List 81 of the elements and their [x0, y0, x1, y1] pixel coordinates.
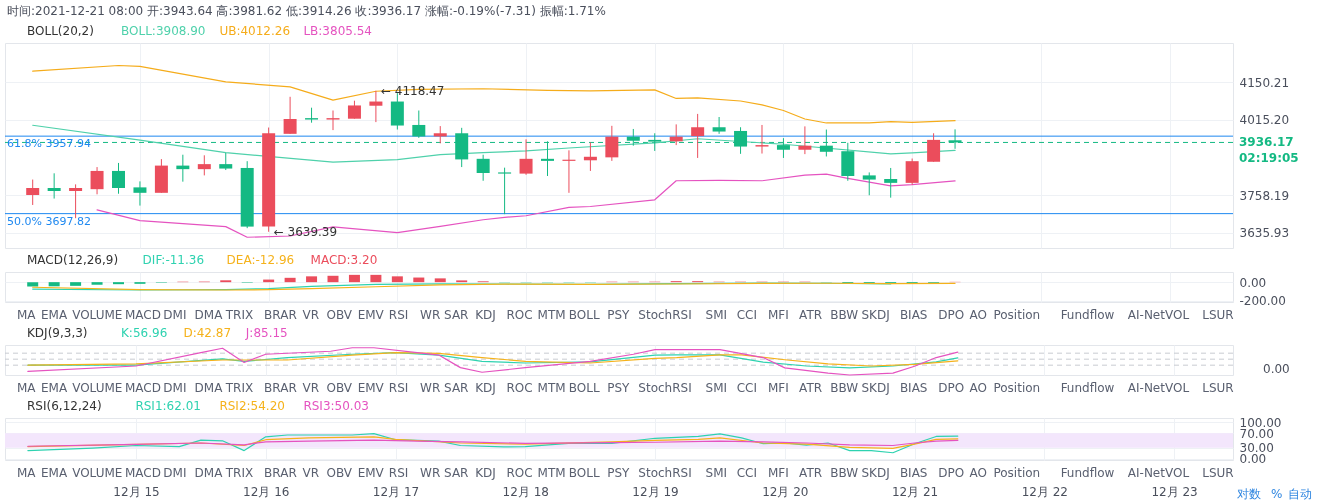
y-tick-label: 3758.19	[1239, 188, 1290, 203]
x-tick-label: 12月 21	[891, 484, 939, 499]
candlestick	[691, 113, 705, 159]
candlestick	[90, 166, 104, 195]
candlestick	[412, 110, 426, 139]
text: UB:4012.26	[219, 24, 291, 38]
candlestick	[133, 180, 147, 207]
text: 自动	[1288, 487, 1313, 501]
bar	[434, 278, 446, 283]
candlestick	[197, 154, 211, 176]
candlestick	[26, 179, 40, 206]
candlestick	[712, 116, 726, 135]
candlestick	[369, 90, 383, 123]
text: MA EMA VOLUME MACD DMI DMA TRIX BRAR VR OBV EMV RSI WR SAR KDJ ROC MTM BOLL PSY StochRSI SMI CCI MFI ATR BBW SKDJ BIAS DPO AO Position Fundflow AI-NetVOL LSUR	[17, 381, 1234, 395]
bar	[27, 282, 39, 287]
text: MA EMA VOLUME MACD DMI DMA TRIX BRAR VR OBV EMV RSI WR SAR KDJ ROC MTM BOLL PSY StochRSI SMI CCI MFI ATR BBW SKDJ BIAS DPO AO Position Fundflow AI-NetVOL LSUR	[17, 466, 1234, 480]
x-tick-label: 12月 19	[632, 484, 679, 499]
bar	[91, 282, 103, 285]
x-tick-label: 12月 16	[243, 484, 290, 499]
x-tick-label: 12月 22	[1021, 484, 1068, 499]
candlestick	[283, 96, 297, 135]
y-tick-label: 0.00	[1239, 452, 1267, 467]
candlestick	[326, 110, 340, 131]
x-tick-label: 12月 23	[1151, 484, 1198, 499]
chart-title: 时间:2021-12-21 08:00 开:3943.64 高:3981.62 低:3914.26 收:3936.17 涨幅:-0.19%(-7.31) 振幅:1.71%	[7, 4, 606, 18]
candlestick	[112, 162, 125, 195]
bar	[48, 282, 60, 287]
legend-title: MACD(12,26,9)	[27, 253, 119, 267]
text: 对数	[1237, 487, 1261, 501]
line-series	[96, 173, 956, 238]
candlestick	[862, 171, 876, 196]
series-label: DEA:-12.96	[226, 253, 295, 267]
bar	[113, 282, 124, 285]
candlestick	[47, 172, 61, 200]
text: MA EMA VOLUME MACD DMI DMA TRIX BRAR VR OBV EMV RSI WR SAR KDJ ROC MTM BOLL PSY StochRSI SMI CCI MFI ATR BBW SKDJ BIAS DPO AO Position Fundflow AI-NetVOL LSUR	[17, 308, 1234, 322]
series-label: K:56.96	[121, 326, 168, 340]
bar	[327, 275, 339, 283]
candlestick	[905, 158, 919, 186]
candlestick	[605, 125, 619, 162]
series-label: D:42.87	[183, 326, 232, 340]
candlestick	[347, 100, 361, 120]
series-label: J:85.15	[244, 326, 288, 340]
legend-title: RSI(6,12,24)	[27, 399, 102, 413]
candlestick	[884, 167, 898, 199]
ref-line-label: 61.8% 3957.94	[7, 137, 91, 151]
candlestick	[798, 125, 812, 155]
bar	[284, 277, 296, 283]
x-tick-label: 12月 15	[113, 484, 160, 499]
series-label: MACD:3.20	[310, 253, 378, 267]
bar	[70, 282, 82, 286]
candlestick	[755, 124, 769, 155]
y-tick-label: -200.00	[1239, 294, 1286, 309]
bar	[391, 276, 403, 283]
y-tick-label: 4015.20	[1239, 113, 1290, 128]
x-tick-label: 12月 18	[502, 484, 549, 499]
bar	[370, 274, 382, 283]
text: RSI3:50.03	[303, 399, 369, 413]
series-label: DIF:-11.36	[142, 253, 205, 267]
ref-line-label: 3936.17	[1239, 135, 1294, 150]
candlestick	[519, 138, 533, 176]
candlestick	[498, 167, 512, 215]
text: BOLL:3908.90	[121, 24, 206, 38]
y-tick-label: 0.00	[1239, 275, 1267, 290]
legend-title: KDJ(9,3,3)	[27, 326, 88, 340]
bar	[348, 274, 360, 283]
text: 02:19:05	[1239, 151, 1299, 166]
x-tick-label: 12月 17	[372, 484, 420, 499]
x-tick-label: 12月 20	[762, 484, 809, 499]
text: RSI2:54.20	[219, 399, 285, 413]
candlestick	[69, 183, 83, 219]
y-tick-label: 3635.93	[1239, 226, 1290, 241]
candlestick	[476, 154, 490, 182]
text: %	[1271, 487, 1283, 501]
ref-line-label: 50.0% 3697.82	[7, 214, 91, 228]
legend-title: BOLL(20,2)	[27, 24, 94, 38]
candlestick	[927, 132, 941, 163]
text: RSI1:62.01	[135, 399, 201, 413]
bar	[306, 276, 318, 283]
text: LB:3805.54	[303, 24, 372, 38]
y-tick-label: 4150.21	[1239, 75, 1290, 90]
line-series	[32, 64, 956, 124]
